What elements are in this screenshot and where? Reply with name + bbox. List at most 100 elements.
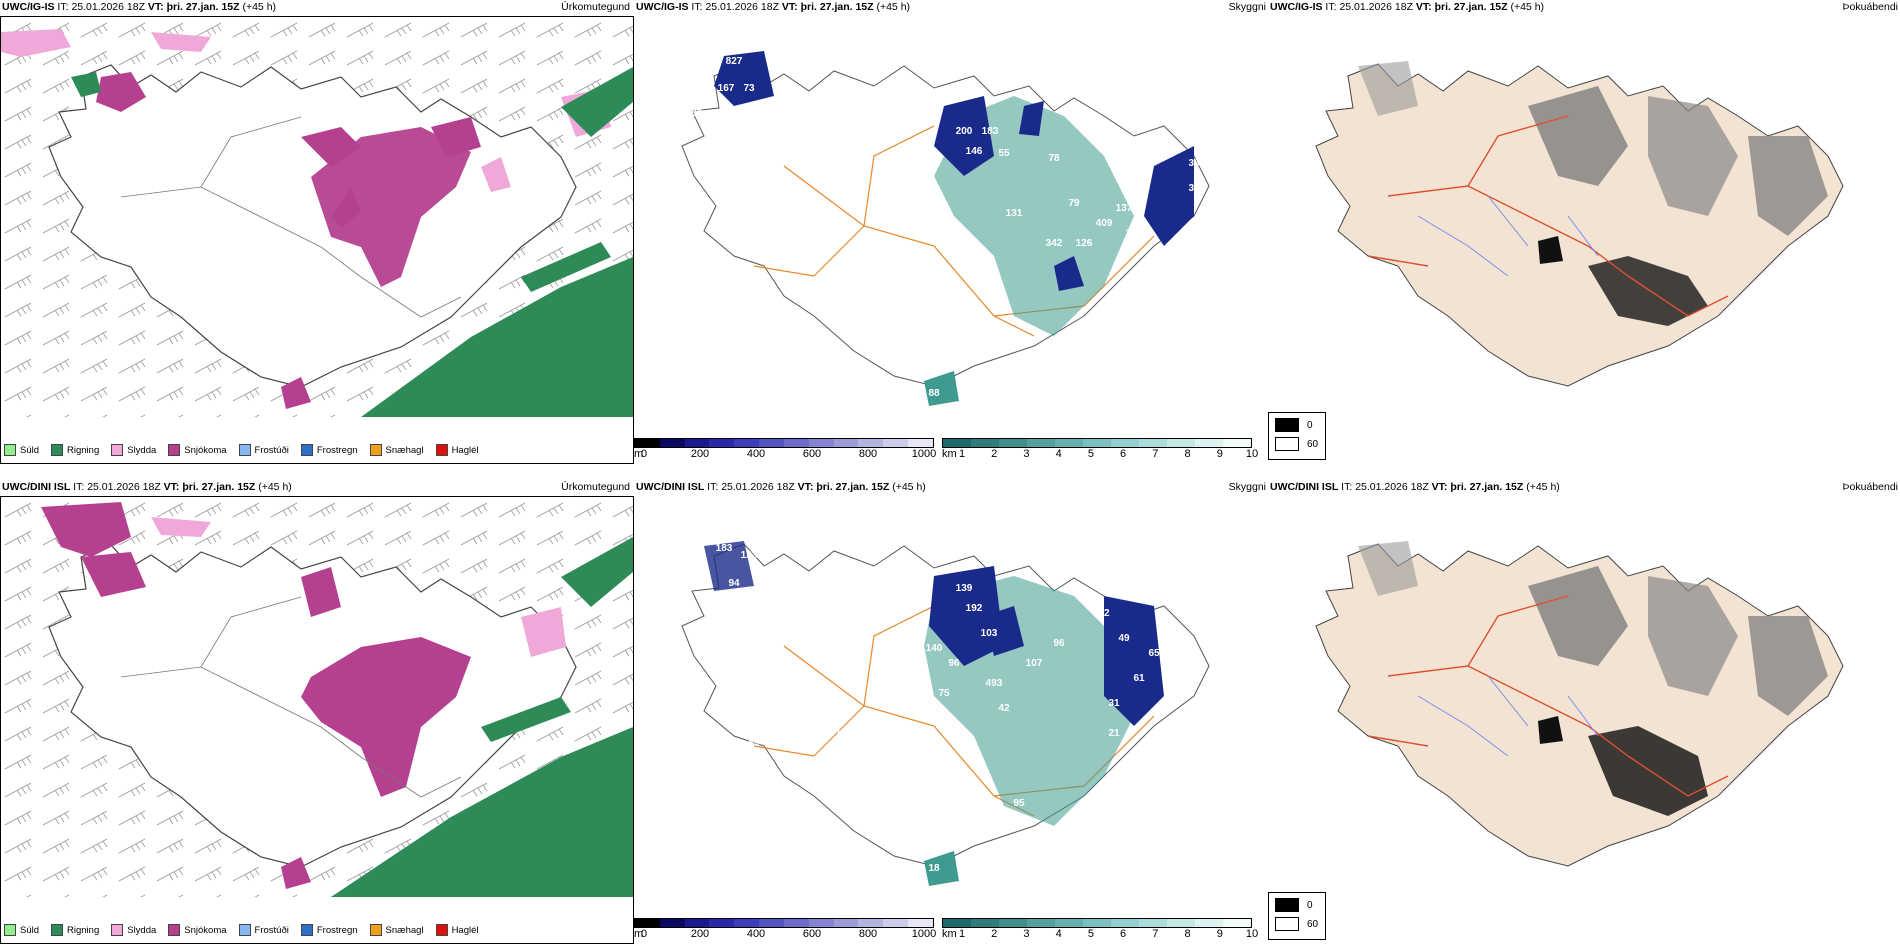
colorbar-swatch xyxy=(1027,919,1055,927)
colorbar-tick-label: 4 xyxy=(1055,448,1062,460)
it-label: IT: xyxy=(73,481,85,493)
visibility-cell-label: 167 xyxy=(718,83,735,94)
visibility-cell-label: 126 xyxy=(1076,238,1093,249)
visibility-cell-label: 48 xyxy=(946,223,958,234)
visibility-cell-label: 822 xyxy=(856,738,873,749)
panel-header: UWC/IG-IS IT: 25.01.2026 18Z VT: þri. 27… xyxy=(2,0,276,14)
colorbar-swatch xyxy=(1167,919,1195,927)
colorbar-swatch xyxy=(759,439,784,447)
legend-item: Súld xyxy=(4,444,39,456)
visibility-cell-label: 73 xyxy=(743,83,755,94)
visibility-panel-top: UWC/IG-IS IT: 25.01.2026 18Z VT: þri. 27… xyxy=(634,0,1268,470)
legend-item: Frostregn xyxy=(300,924,358,936)
fog-key-row: 60 xyxy=(1275,437,1319,451)
visibility-cell-label: 137 xyxy=(1116,203,1133,214)
panel-header: UWC/IG-IS IT: 25.01.2026 18Z VT: þri. 27… xyxy=(1270,0,1544,14)
visibility-cell-label: 183 xyxy=(982,126,999,137)
legend-label: Frostregn xyxy=(316,924,358,936)
visibility-cell-label: 96 xyxy=(1053,638,1065,649)
colorbar-swatch xyxy=(1055,919,1083,927)
colorbar-swatch xyxy=(1055,439,1083,447)
colorbar-swatch xyxy=(808,439,834,447)
legend-swatch xyxy=(238,444,251,456)
vt-label: VT: xyxy=(797,481,814,493)
legend-label: Frostúði xyxy=(254,444,289,456)
lead-time: (+45 h) xyxy=(1510,1,1545,13)
colorbar-swatch xyxy=(808,919,834,927)
legend-label: Frostúði xyxy=(254,924,289,936)
vt-value: þri. 27.jan. 15Z xyxy=(182,481,256,493)
fog-panel-top: UWC/IG-IS IT: 25.01.2026 18Z VT: þri. 27… xyxy=(1268,0,1900,470)
precip-panel-top: UWC/IG-IS IT: 25.01.2026 18Z VT: þri. 27… xyxy=(0,0,634,470)
colorbar-tick-label: 0 xyxy=(640,928,648,940)
legend-label: Snjókoma xyxy=(184,444,227,456)
legend-item: Rigning xyxy=(51,924,99,936)
visibility-cell-label: 125 xyxy=(831,193,848,204)
fog-key-row: 0 xyxy=(1275,418,1319,432)
visibility-cell-label: 52 xyxy=(788,598,800,609)
colorbar-swatch xyxy=(833,919,859,927)
lead-time: (+45 h) xyxy=(1526,481,1560,493)
visibility-cell-label: 79 xyxy=(1068,198,1080,209)
snow-area xyxy=(311,127,471,287)
colorbar-tick-label: 600 xyxy=(802,928,822,940)
colorbar-swatch xyxy=(1223,919,1251,927)
colorbar-tick-label: 400 xyxy=(746,448,766,460)
lead-time: (+45 h) xyxy=(258,481,292,493)
visibility-colorbar-swatches xyxy=(942,918,1252,928)
legend-label: Súld xyxy=(20,924,40,936)
visibility-cell-label: 139 xyxy=(956,583,973,594)
height-colorbar: m 0 200 400 600 800 1000 xyxy=(634,918,937,948)
colorbar-swatch xyxy=(943,439,971,447)
lead-time: (+45 h) xyxy=(892,481,926,493)
fog-key-swatch xyxy=(1275,437,1299,451)
legend-item: Haglél xyxy=(435,444,479,456)
it-value: 25.01.2026 18Z xyxy=(705,1,779,13)
visibility-cell-label: 32 xyxy=(938,778,950,789)
vt-label: VT: xyxy=(781,1,798,13)
legend-swatch xyxy=(168,924,181,936)
visibility-cell-label: 91 xyxy=(918,308,930,319)
visibility-cell-label: 85 xyxy=(808,173,820,184)
visibility-map: 827 167 73 23 100 65 62 85 125 200 183 146 55 78 79 94 4… xyxy=(681,51,1210,406)
colorbar-swatch xyxy=(1195,919,1223,927)
visibility-cell-label: 31 xyxy=(1108,698,1120,709)
colorbar-tick-label: 1000 xyxy=(911,928,937,940)
visibility-cell-label: 493 xyxy=(986,678,1003,689)
colorbar-swatch xyxy=(684,919,710,927)
model-name: UWC/IG-IS xyxy=(636,1,689,13)
panel-title: Skyggni xyxy=(1228,481,1266,493)
legend-swatch xyxy=(51,924,64,936)
colorbar-tick-label: 5 xyxy=(1087,928,1094,940)
legend-swatch xyxy=(111,924,124,936)
legend-label: Snæhagl xyxy=(385,924,424,936)
visibility-cell-label: 49 xyxy=(1118,633,1130,644)
colorbar-tick-label: 8 xyxy=(1184,928,1191,940)
legend-label: Haglél xyxy=(451,924,479,936)
vt-value: þri. 27.jan. 15Z xyxy=(800,1,874,13)
legend-swatch xyxy=(369,444,382,456)
legend-item: Snjókoma xyxy=(168,924,227,936)
legend-item: Súld xyxy=(4,924,39,936)
legend-item: Frostúði xyxy=(238,924,289,936)
colorbar-tick-label: 8 xyxy=(1184,448,1191,460)
legend-item: Snjókoma xyxy=(168,444,227,456)
visibility-cell-label: 90 xyxy=(928,818,940,829)
colorbar-tick-label: 800 xyxy=(858,928,878,940)
rain-area xyxy=(361,257,633,417)
visibility-cell-label: 23 xyxy=(688,86,700,97)
colorbar-tick-label: 1 xyxy=(958,448,966,460)
fog-key: 0 60 xyxy=(1268,892,1326,940)
legend-label: Slydda xyxy=(127,924,157,936)
panel-header: UWC/DINI ISL IT: 25.01.2026 18Z VT: þri.… xyxy=(636,480,926,494)
visibility-cell-label: 183 xyxy=(716,543,733,554)
visibility-cell-label: 70 xyxy=(908,758,920,769)
colorbar-tick-label: 200 xyxy=(690,448,710,460)
panel-header: UWC/IG-IS IT: 25.01.2026 18Z VT: þri. 27… xyxy=(636,0,910,14)
visibility-cell-label: 85 xyxy=(988,293,1000,304)
colorbar-tick-label: 7 xyxy=(1152,928,1159,940)
vt-value: þri. 27.jan. 15Z xyxy=(166,1,240,13)
visibility-cell-label: 409 xyxy=(1096,218,1113,229)
visibility-cell-label: 71 xyxy=(803,628,815,639)
visibility-colorbar-swatches xyxy=(942,438,1252,448)
